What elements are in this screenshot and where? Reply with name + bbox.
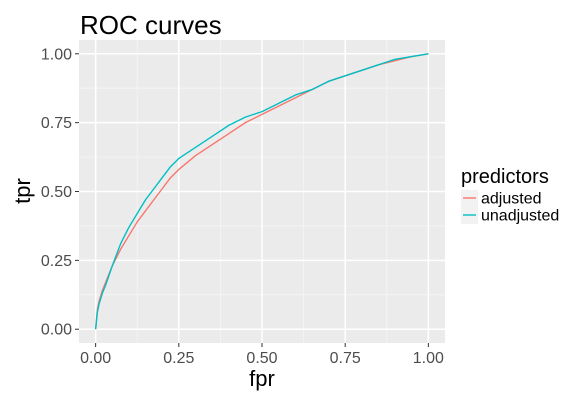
y-tick-label: 0.50 (41, 184, 72, 201)
x-tick-label: 0.75 (330, 350, 361, 367)
major-gridlines (79, 40, 445, 343)
y-axis-title: tpr (10, 178, 35, 204)
x-axis-title: fpr (249, 366, 275, 391)
x-tick-label: 0.25 (163, 350, 194, 367)
y-axis-ticks: 0.00 0.25 0.50 0.75 1.00 (41, 46, 79, 339)
legend-label-unadjusted: unadjusted (481, 208, 559, 225)
legend-title: predictors (461, 166, 549, 188)
chart-title: ROC curves (80, 10, 222, 40)
y-tick-label: 0.75 (41, 115, 72, 132)
x-tick-label: 0.00 (80, 350, 111, 367)
legend-label-adjusted: adjusted (481, 191, 542, 208)
y-tick-label: 1.00 (41, 46, 72, 63)
x-tick-label: 0.50 (246, 350, 277, 367)
x-axis-ticks: 0.00 0.25 0.50 0.75 1.00 (80, 343, 444, 367)
y-tick-label: 0.25 (41, 253, 72, 270)
series-line-unadjusted (94, 53, 429, 330)
x-tick-label: 1.00 (413, 350, 444, 367)
series-lines (94, 53, 429, 330)
y-tick-label: 0.00 (41, 322, 72, 339)
